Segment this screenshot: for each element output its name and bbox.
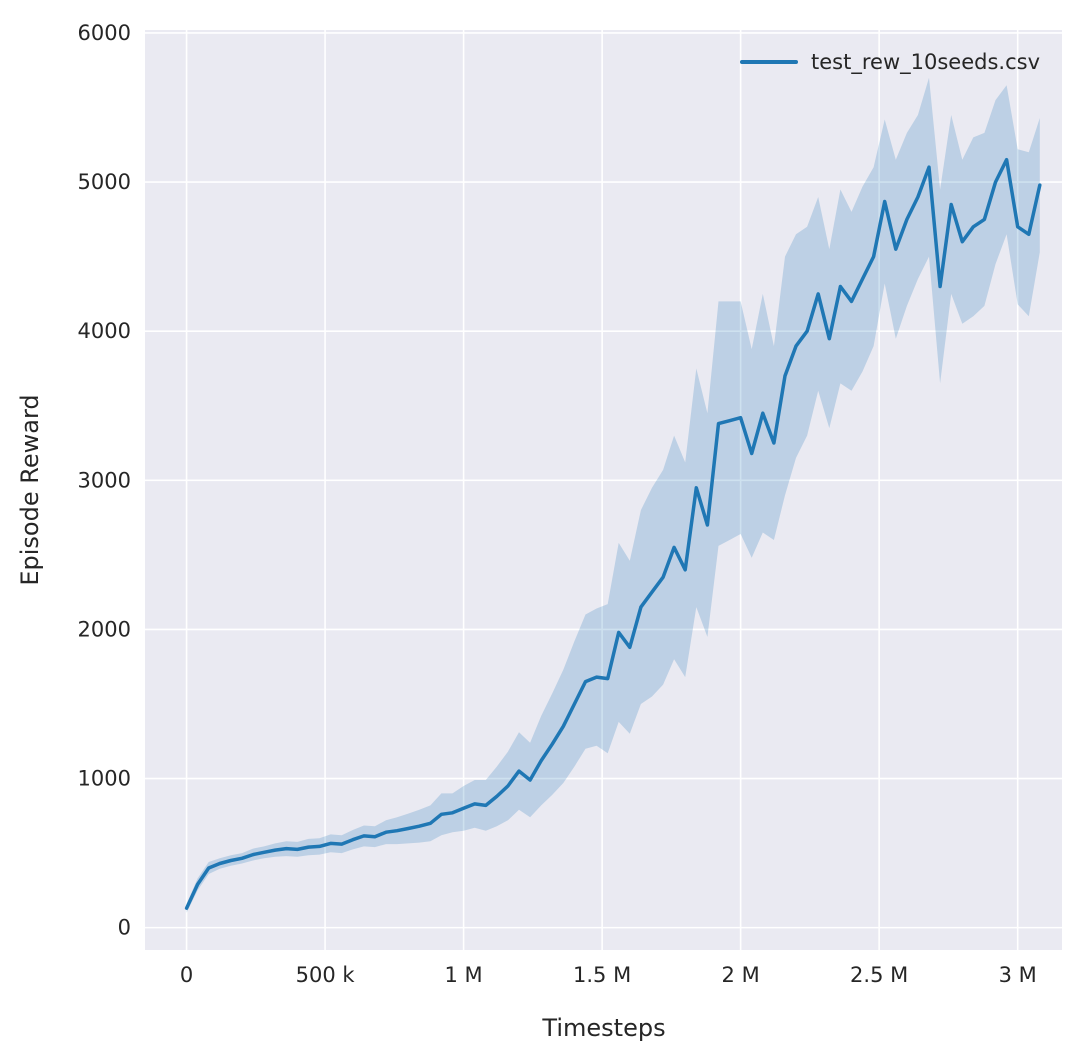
x-tick-label: 2 M: [722, 963, 760, 987]
x-tick-label: 1 M: [445, 963, 483, 987]
x-tick-label: 1.5 M: [573, 963, 631, 987]
x-axis-label: Timesteps: [542, 1014, 666, 1042]
y-axis-label: Episode Reward: [16, 394, 44, 586]
legend: test_rew_10seeds.csv: [740, 50, 1040, 74]
y-tick-label: 4000: [78, 319, 131, 343]
y-tick-label: 6000: [78, 21, 131, 45]
x-tick-label: 500 k: [296, 963, 356, 987]
y-tick-label: 0: [118, 916, 131, 940]
legend-label: test_rew_10seeds.csv: [811, 50, 1040, 74]
legend-line-swatch: [740, 60, 799, 64]
y-tick-label: 5000: [78, 170, 131, 194]
confidence-band: [186, 77, 1040, 913]
mean-line: [184, 157, 1042, 910]
y-tick-label: 2000: [78, 617, 131, 641]
y-tick-label: 1000: [78, 767, 131, 791]
x-tick-label: 0: [180, 963, 193, 987]
x-tick-label: 2.5 M: [850, 963, 908, 987]
grid: [145, 30, 1062, 950]
plot-area: [145, 30, 1062, 950]
x-tick-label: 3 M: [999, 963, 1037, 987]
y-tick-label: 3000: [78, 468, 131, 492]
